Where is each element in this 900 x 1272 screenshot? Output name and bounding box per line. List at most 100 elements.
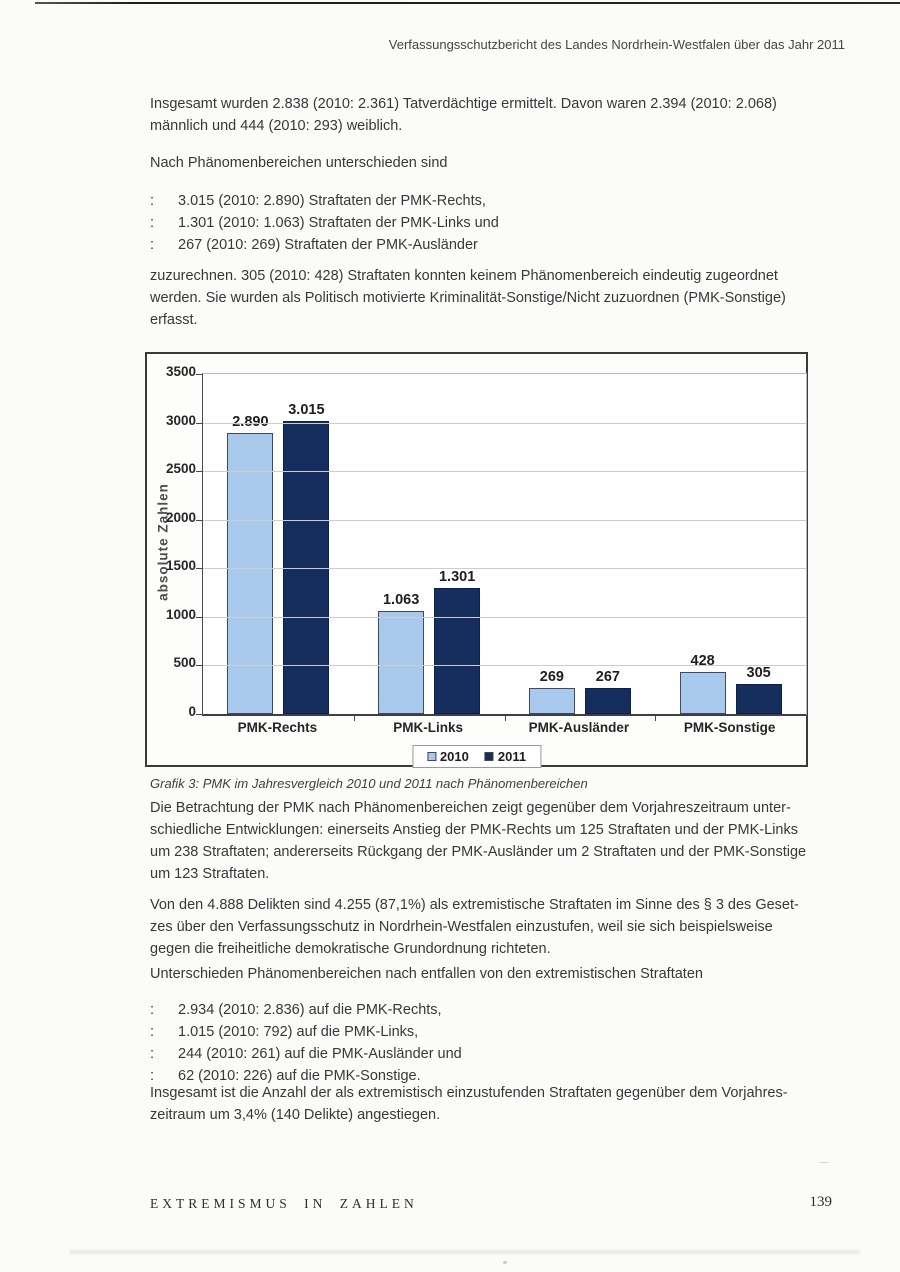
bar-2011-pmk-rechts: 3.015 <box>283 402 330 714</box>
gridline <box>203 616 806 618</box>
plot-area: 2.890 3.015 1.063 1.301 269 267 428 305 <box>196 373 807 721</box>
y-tick-label: 500 <box>173 655 196 671</box>
bar-rect <box>227 433 274 714</box>
category-label-pmk-links: PMK-Links <box>393 720 463 735</box>
bar-2011-pmk-sonstige: 305 <box>735 665 782 714</box>
chart-legend: 2010 2011 <box>411 745 542 768</box>
list-item: : 3.015 (2010: 2.890) Straftaten der PMK… <box>150 190 846 212</box>
list-item: : 1.301 (2010: 1.063) Straftaten der PMK… <box>150 212 846 234</box>
legend-swatch-2011 <box>484 752 494 761</box>
y-tick-label: 2000 <box>165 509 196 525</box>
y-tick-label: 3500 <box>165 364 196 379</box>
bar-group-pmk-sonstige: 428 305 <box>679 653 782 714</box>
list-item-text: 1.015 (2010: 792) auf die PMK-Links, <box>178 1024 419 1040</box>
y-tick-mark <box>196 616 203 618</box>
paragraph-breakdown-intro: Unterschieden Phänomenbereichen nach ent… <box>150 966 703 982</box>
list-item: : 1.015 (2010: 792) auf die PMK-Links, <box>150 1021 846 1043</box>
bar-2011-pmk-ausl-nder: 267 <box>584 669 631 714</box>
bar-value-label: 1.063 <box>382 592 420 608</box>
legend-swatch-2010 <box>426 752 436 761</box>
bar-rect <box>735 684 782 714</box>
list-item-text: 62 (2010: 226) auf die PMK-Sonstige. <box>178 1068 421 1084</box>
bar-2010-pmk-links: 1.063 <box>378 592 425 714</box>
bar-group-pmk-rechts: 2.890 3.015 <box>227 402 330 714</box>
bar-value-label: 2.890 <box>232 414 269 430</box>
bar-value-label: 267 <box>595 669 620 685</box>
bar-rect <box>528 688 575 714</box>
bar-rect <box>434 588 481 714</box>
bar-2010-pmk-ausl-nder: 269 <box>528 669 575 714</box>
list-marker: : <box>150 215 155 231</box>
page-top-rule <box>35 2 900 4</box>
y-tick-label: 2500 <box>165 461 196 477</box>
bar-rect <box>378 611 425 714</box>
list-marker: : <box>150 1002 155 1018</box>
x-tick-mark <box>353 716 355 721</box>
bar-rect <box>679 672 726 714</box>
bar-group-pmk-ausl-nder: 269 267 <box>528 669 631 714</box>
bars-row: 2.890 3.015 1.063 1.301 269 267 428 305 <box>203 374 806 714</box>
bar-value-label: 305 <box>746 665 771 681</box>
y-tick-mark <box>196 714 203 715</box>
list-item-text: 267 (2010: 269) Straftaten der PMK-Auslä… <box>178 237 478 253</box>
legend-label-2010: 2010 <box>439 749 469 764</box>
legend-entry-2010: 2010 <box>426 749 469 764</box>
gridline <box>203 568 806 570</box>
list-extremist: : 2.934 (2010: 2.836) auf die PMK-Rechts… <box>150 999 846 1087</box>
bar-2011-pmk-links: 1.301 <box>434 569 481 714</box>
bar-value-label: 3.015 <box>288 402 325 418</box>
list-marker: : <box>150 1024 155 1040</box>
bar-value-label: 428 <box>690 653 715 669</box>
y-tick-mark <box>196 665 203 667</box>
y-tick-mark <box>196 422 203 424</box>
paragraph-intro-phenomena: Nach Phänomenbereichen unterschieden sin… <box>150 155 448 171</box>
list-phenomena: : 3.015 (2010: 2.890) Straftaten der PMK… <box>150 190 846 256</box>
category-label-pmk-sonstige: PMK-Sonstige <box>683 720 776 735</box>
y-tick-mark <box>196 471 203 473</box>
y-tick-mark <box>196 568 203 570</box>
bar-rect <box>283 421 330 714</box>
gridline <box>203 665 806 667</box>
footer-page-number: 139 <box>809 1194 833 1210</box>
bar-chart: absolute Zahlen 3500 3000 2500 2000 1500 1000… <box>145 352 808 768</box>
gridline <box>203 422 806 424</box>
bar-value-label: 269 <box>539 669 564 685</box>
y-tick-label: 0 <box>188 704 196 719</box>
footer-section-title: EXTREMISMUS IN ZAHLEN <box>150 1196 418 1211</box>
paragraph-comparison: Die Betrachtung der PMK nach Phänomenber… <box>150 800 807 882</box>
bar-value-label: 1.301 <box>438 569 476 585</box>
bar-group-pmk-links: 1.063 1.301 <box>378 569 481 714</box>
bar-2010-pmk-rechts: 2.890 <box>227 414 274 714</box>
list-item-text: 1.301 (2010: 1.063) Straftaten der PMK-L… <box>178 215 499 231</box>
scan-artifact <box>820 1162 828 1163</box>
list-marker: : <box>150 1068 155 1084</box>
list-item: : 62 (2010: 226) auf die PMK-Sonstige. <box>150 1065 846 1087</box>
paragraph-assignment: zuzurechnen. 305 (2010: 428) Straftaten … <box>150 268 786 328</box>
paragraph-increase: Insgesamt ist die Anzahl der als extremi… <box>150 1085 788 1123</box>
category-label-pmk-rechts: PMK-Rechts <box>237 720 318 735</box>
y-tick-label: 3000 <box>165 412 196 428</box>
category-label-pmk-ausl-nder: PMK-Ausländer <box>528 720 630 735</box>
paragraph-extremist: Von den 4.888 Delikten sind 4.255 (87,1%… <box>150 897 799 957</box>
bar-2010-pmk-sonstige: 428 <box>679 653 726 714</box>
gridline <box>203 519 806 521</box>
paragraph-totals: Insgesamt wurden 2.838 (2010: 2.361) Tat… <box>150 96 777 134</box>
y-tick-label: 1000 <box>165 606 196 622</box>
y-tick-mark <box>196 374 203 375</box>
list-item: : 2.934 (2010: 2.836) auf die PMK-Rechts… <box>150 999 846 1021</box>
list-marker: : <box>150 1046 155 1062</box>
list-marker: : <box>150 193 155 209</box>
scan-artifact <box>70 1250 860 1254</box>
legend-label-2011: 2011 <box>497 749 527 764</box>
list-item-text: 2.934 (2010: 2.836) auf die PMK-Rechts, <box>178 1002 442 1018</box>
list-item: : 244 (2010: 261) auf die PMK-Ausländer … <box>150 1043 846 1065</box>
bar-rect <box>584 688 631 714</box>
chart-caption: Grafik 3: PMK im Jahresvergleich 2010 un… <box>150 776 588 791</box>
category-axis: PMK-Rechts PMK-Links PMK-Ausländer PMK-Sons… <box>202 720 805 735</box>
x-tick-mark <box>504 716 506 721</box>
list-item-text: 244 (2010: 261) auf die PMK-Ausländer un… <box>178 1046 462 1062</box>
legend-entry-2011: 2011 <box>484 749 527 764</box>
list-item-text: 3.015 (2010: 2.890) Straftaten der PMK-R… <box>178 193 486 209</box>
y-axis-ticks: 3500 3000 2500 2000 1500 1000 500 0 <box>147 354 199 765</box>
